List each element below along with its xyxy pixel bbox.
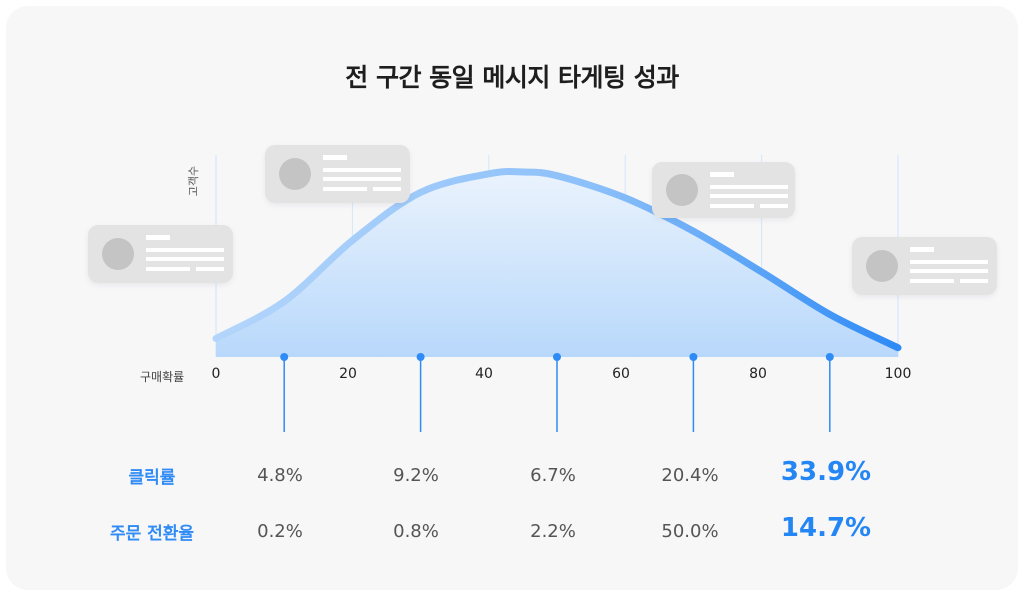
order-conversion-segment-5: 14.7% [780, 513, 872, 543]
curve-line [212, 168, 902, 352]
segment-marker-5 [825, 353, 834, 361]
x-tick-80: 80 [749, 366, 767, 382]
x-tick-20: 20 [339, 366, 357, 382]
segment-marker-4 [689, 353, 698, 361]
segment-marker-1 [280, 353, 289, 361]
click-rate-segment-3: 6.7% [530, 465, 576, 486]
message-card-4 [852, 237, 997, 295]
avatar-placeholder-icon [666, 174, 698, 206]
avatar-placeholder-icon [102, 238, 134, 270]
x-tick-0: 0 [211, 366, 221, 382]
metric-label-order-conversion: 주문 전환율 [109, 524, 195, 544]
click-rate-segment-5: 33.9% [780, 457, 872, 487]
click-rate-segment-2: 9.2% [393, 465, 439, 486]
order-conversion-segment-2: 0.8% [393, 521, 439, 542]
x-tick-100: 100 [884, 366, 912, 382]
click-rate-segment-4: 20.4% [661, 465, 719, 486]
message-card-2 [265, 145, 410, 203]
avatar-placeholder-icon [866, 250, 898, 282]
click-rate-segment-1: 4.8% [257, 465, 303, 486]
x-tick-60: 60 [612, 366, 630, 382]
avatar-placeholder-icon [279, 158, 311, 190]
x-axis-label: 구매확률 [140, 370, 185, 384]
x-tick-40: 40 [475, 366, 493, 382]
order-conversion-segment-1: 0.2% [257, 521, 303, 542]
page-title: 전 구간 동일 메시지 타게팅 성과 [345, 63, 679, 92]
metric-label-click-rate: 클릭률 [128, 468, 176, 488]
segment-marker-3 [553, 353, 561, 361]
y-axis-label: 고객수 [187, 165, 201, 197]
message-card-3 [652, 162, 795, 218]
message-card-1 [88, 225, 233, 283]
segment-marker-2 [416, 353, 425, 361]
order-conversion-segment-4: 50.0% [661, 521, 719, 542]
order-conversion-segment-3: 2.2% [530, 521, 576, 542]
